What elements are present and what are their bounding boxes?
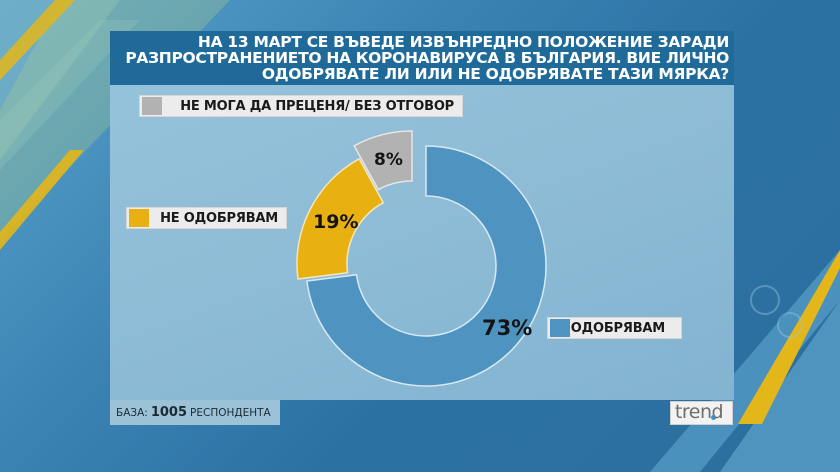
- legend-item-approve: ОДОБРЯВАМ: [547, 317, 682, 339]
- label-no-answer-pct: 8%: [374, 150, 403, 170]
- title-line-1: НА 13 МАРТ СЕ ВЪВЕДЕ ИЗВЪНРЕДНО ПОЛОЖЕНИ…: [197, 33, 729, 51]
- base-count: 1005: [150, 405, 188, 420]
- sample-base-note: БАЗА: 1005 РЕСПОНДЕНТА: [110, 400, 280, 425]
- legend-item-no-answer: НЕ МОГА ДА ПРЕЦЕНЯ/ БЕЗ ОТГОВОР: [139, 95, 463, 117]
- title-line-3: ОДОБРЯВАТЕ ЛИ ИЛИ НЕ ОДОБРЯВАТЕ ТАЗИ МЯР…: [261, 65, 729, 83]
- base-prefix: БАЗА:: [116, 406, 148, 419]
- legend-label: НЕ ОДОБРЯВАМ: [160, 210, 278, 226]
- label-disapprove-pct: 19%: [313, 211, 358, 233]
- legend-swatch-yellow: [129, 209, 149, 227]
- legend-item-disapprove: НЕ ОДОБРЯВАМ: [126, 207, 287, 229]
- logo-dot-icon: [711, 415, 717, 420]
- logo-text: trend: [674, 401, 724, 423]
- legend-label: ОДОБРЯВАМ: [570, 320, 665, 336]
- legend-label: НЕ МОГА ДА ПРЕЦЕНЯ/ БЕЗ ОТГОВОР: [180, 98, 454, 114]
- trend-logo: trend: [670, 401, 733, 425]
- base-suffix: РЕСПОНДЕНТА: [190, 406, 271, 419]
- legend-swatch-gray: [142, 97, 162, 115]
- segment-no-answer: [353, 130, 413, 191]
- segment-approve: [306, 145, 547, 387]
- label-approve-pct: 73%: [482, 316, 532, 340]
- segment-disapprove: [296, 157, 385, 280]
- legend-swatch-blue: [550, 319, 570, 337]
- question-title: НА 13 МАРТ СЕ ВЪВЕДЕ ИЗВЪНРЕДНО ПОЛОЖЕНИ…: [110, 31, 734, 85]
- title-line-2: РАЗПРОСТРАНЕНИЕТО НА КОРОНАВИРУСА В БЪЛГ…: [125, 49, 729, 67]
